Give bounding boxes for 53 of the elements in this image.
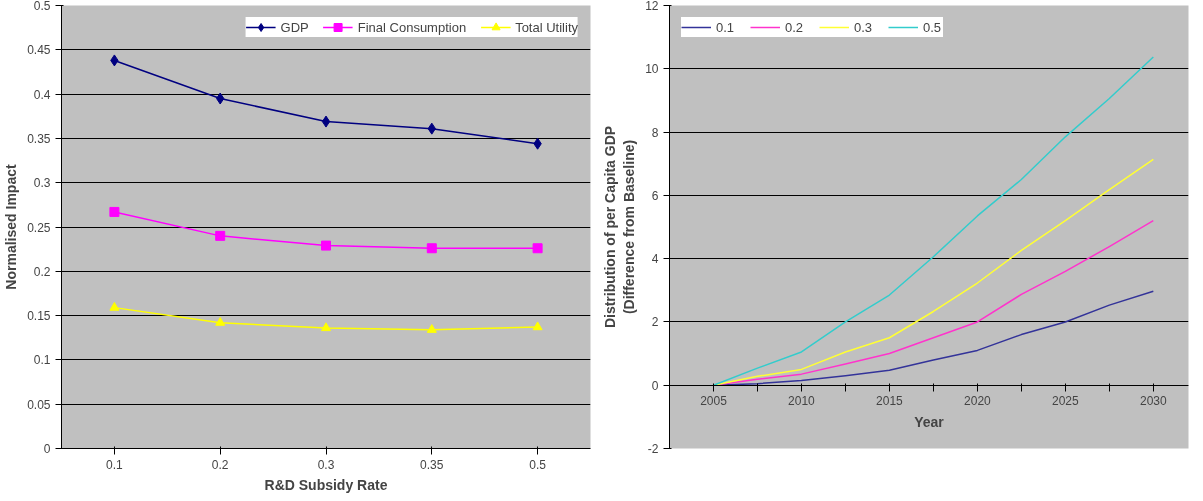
point	[109, 301, 120, 311]
y-tick-label: 0.2	[33, 264, 51, 279]
y-tick-label: 0.05	[27, 397, 51, 412]
x-tick-label: 2020	[964, 394, 992, 409]
point	[532, 243, 543, 254]
point	[321, 322, 331, 332]
y-tick-label: 2	[651, 315, 659, 330]
legend-label: Total Utility	[515, 19, 578, 35]
y-tick-label: 10	[645, 62, 659, 77]
x-tick-label: 0.35	[420, 457, 444, 472]
y-axis-title: Distribution of per Capita GDP (Difference from Baseline)	[601, 125, 638, 329]
y-tick-label: 0.15	[27, 309, 51, 324]
y-tick-label: 0.45	[27, 43, 51, 58]
point	[321, 115, 331, 128]
point	[532, 321, 543, 331]
y-tick-label: 4	[651, 252, 659, 267]
x-axis-title: Year	[914, 413, 945, 430]
point	[109, 206, 120, 217]
legend-label: 0.3	[854, 19, 874, 35]
point	[321, 240, 331, 251]
legend-label: Final Consumption	[357, 19, 467, 35]
x-tick-label: 0.1	[106, 457, 124, 472]
y-tick-label: 0.3	[33, 176, 51, 191]
y-axis-title: Normalised Impact	[3, 164, 20, 290]
legend-label: 0.1	[716, 19, 736, 35]
y-tick-label: -2	[647, 442, 659, 456]
legend-label: GDP	[280, 19, 309, 35]
x-tick-label: 0.2	[211, 457, 229, 472]
y-tick-label: 0.1	[33, 353, 51, 368]
y-tick-label: 0.35	[27, 131, 51, 146]
x-axis-title: R&D Subsidy Rate	[264, 476, 388, 493]
x-tick-label: 2010	[788, 394, 816, 409]
legend-label: 0.2	[785, 19, 805, 35]
x-tick-label: 2025	[1052, 394, 1080, 409]
legend-label: 0.5	[923, 19, 943, 35]
x-tick-label: 2015	[876, 394, 904, 409]
x-tick-label: 2005	[700, 394, 728, 409]
y-tick-label: 0.4	[33, 87, 51, 102]
y-tick-label: 0	[43, 442, 51, 456]
y-tick-label: 8	[651, 125, 659, 140]
point	[426, 243, 437, 254]
point	[215, 316, 226, 326]
x-tick-label: 2030	[1139, 394, 1167, 409]
y-tick-label: 0.25	[27, 220, 51, 235]
y-tick-label: 6	[651, 188, 659, 203]
y-tick-label: 12	[645, 0, 659, 13]
point	[426, 324, 437, 333]
x-tick-label: 0.5	[529, 457, 547, 472]
y-tick-label: 0.5	[33, 0, 51, 13]
y-tick-label: 0	[651, 378, 659, 393]
x-tick-label: 0.3	[317, 457, 335, 472]
line-series	[712, 56, 1155, 386]
point	[215, 230, 226, 241]
